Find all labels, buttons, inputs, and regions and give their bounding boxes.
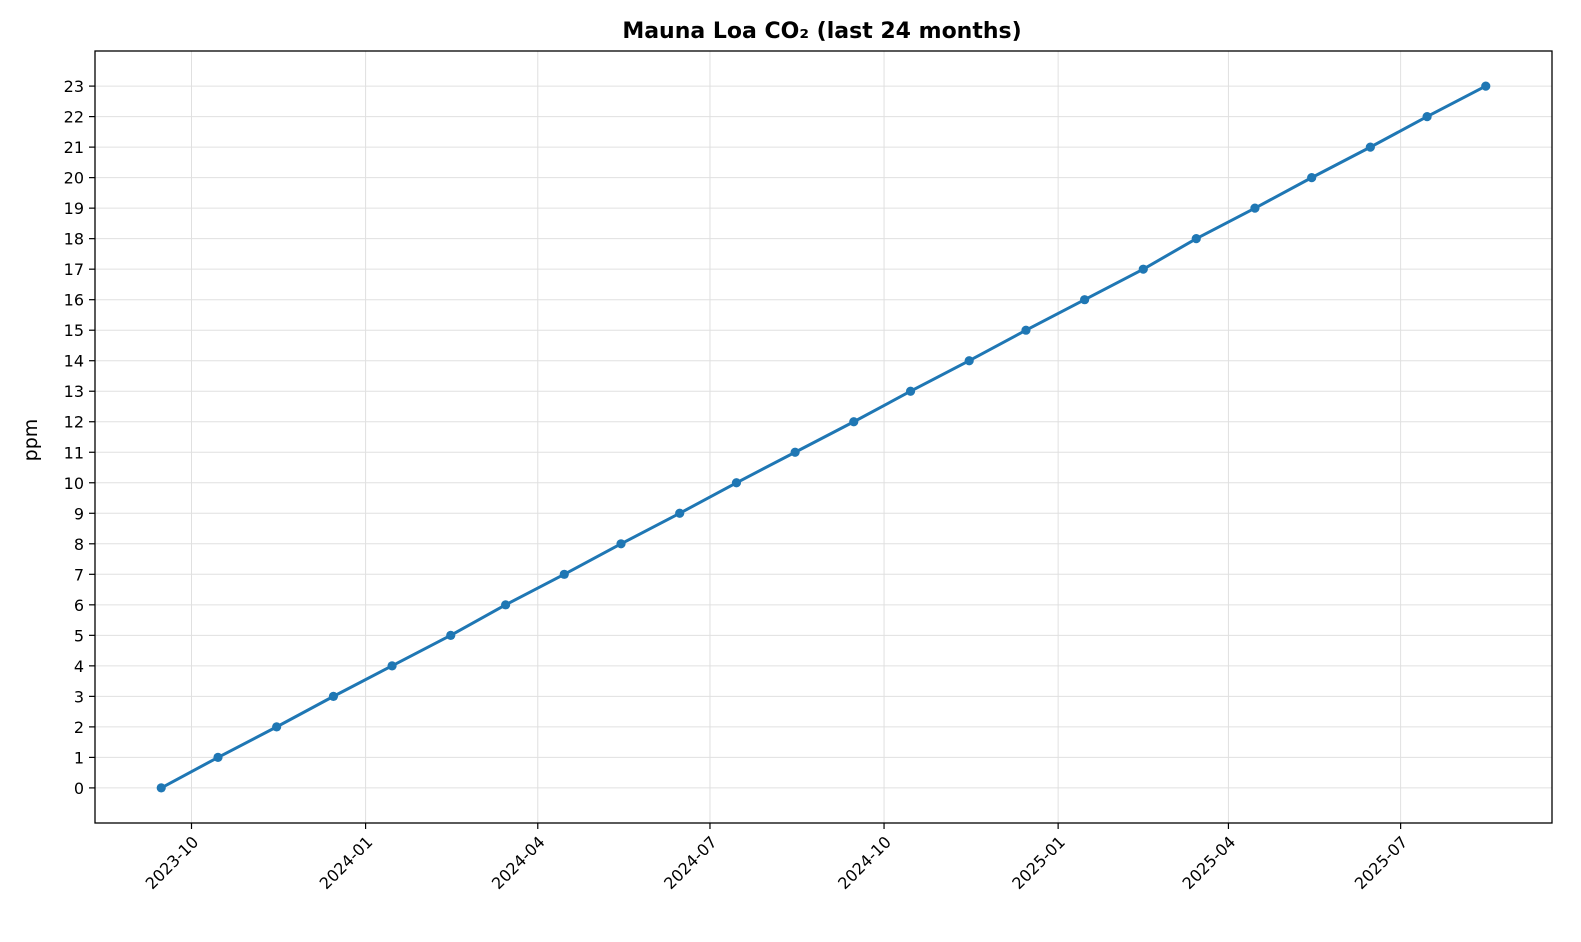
x-tick-label: 2023-10 bbox=[142, 832, 203, 893]
y-tick-label: 1 bbox=[74, 748, 84, 767]
data-point bbox=[1021, 325, 1031, 335]
data-point bbox=[1080, 295, 1090, 305]
data-point bbox=[1191, 234, 1201, 244]
x-tick-label: 2025-07 bbox=[1351, 832, 1412, 893]
y-tick-label: 21 bbox=[64, 138, 84, 157]
y-tick-label: 3 bbox=[74, 687, 84, 706]
x-tick-label: 2025-04 bbox=[1179, 832, 1240, 893]
y-tick-label: 8 bbox=[74, 535, 84, 554]
data-point bbox=[559, 569, 569, 579]
data-point bbox=[675, 508, 685, 518]
data-point bbox=[1138, 264, 1148, 274]
grid bbox=[95, 51, 1552, 823]
x-tick-label: 2024-01 bbox=[316, 832, 377, 893]
y-tick-label: 2 bbox=[74, 718, 84, 737]
y-tick-label: 11 bbox=[64, 443, 84, 462]
data-point bbox=[1250, 203, 1260, 213]
y-tick-label: 5 bbox=[74, 626, 84, 645]
y-tick-label: 23 bbox=[64, 77, 84, 96]
y-tick-label: 13 bbox=[64, 382, 84, 401]
x-tick-label: 2024-04 bbox=[488, 832, 549, 893]
data-point bbox=[616, 539, 626, 549]
y-tick-label: 6 bbox=[74, 596, 84, 615]
data-point bbox=[731, 478, 742, 488]
series-line bbox=[159, 84, 1488, 790]
data-point bbox=[213, 752, 223, 762]
data-point bbox=[387, 661, 397, 671]
y-tick-label: 22 bbox=[64, 108, 84, 127]
data-point bbox=[1365, 142, 1375, 152]
data-point bbox=[156, 783, 166, 793]
y-tick-label: 17 bbox=[64, 260, 84, 279]
data-point bbox=[964, 356, 974, 366]
data-point bbox=[905, 386, 916, 396]
x-tick-label: 2024-10 bbox=[834, 832, 895, 893]
data-point bbox=[501, 600, 511, 610]
chart-title: Mauna Loa CO₂ (last 24 months) bbox=[622, 19, 1021, 44]
x-tick-label: 2025-01 bbox=[1008, 832, 1069, 893]
y-tick-label: 20 bbox=[64, 169, 84, 188]
series-layer bbox=[156, 81, 1491, 793]
data-point bbox=[849, 417, 859, 427]
y-tick-label: 14 bbox=[64, 352, 84, 371]
plot-frame bbox=[94, 50, 1553, 824]
y-axis-label: ppm bbox=[20, 419, 42, 462]
y-tick-label: 12 bbox=[64, 413, 84, 432]
data-point bbox=[1481, 81, 1491, 91]
y-tick-label: 18 bbox=[64, 230, 84, 249]
y-tick-label: 4 bbox=[74, 657, 84, 676]
data-point bbox=[1307, 173, 1317, 183]
y-tick-label: 0 bbox=[74, 779, 84, 798]
y-tick-label: 19 bbox=[64, 199, 84, 218]
y-tick-label: 15 bbox=[64, 321, 84, 340]
data-point bbox=[328, 691, 339, 701]
x-tick-label: 2024-07 bbox=[660, 832, 721, 893]
data-point bbox=[272, 722, 282, 732]
y-tick-label: 16 bbox=[64, 291, 84, 310]
y-tick-label: 10 bbox=[64, 474, 84, 493]
data-point bbox=[446, 630, 456, 640]
data-point bbox=[1422, 112, 1432, 122]
y-tick-label: 9 bbox=[74, 504, 84, 523]
y-tick-label: 7 bbox=[74, 565, 84, 584]
data-point bbox=[790, 447, 800, 457]
